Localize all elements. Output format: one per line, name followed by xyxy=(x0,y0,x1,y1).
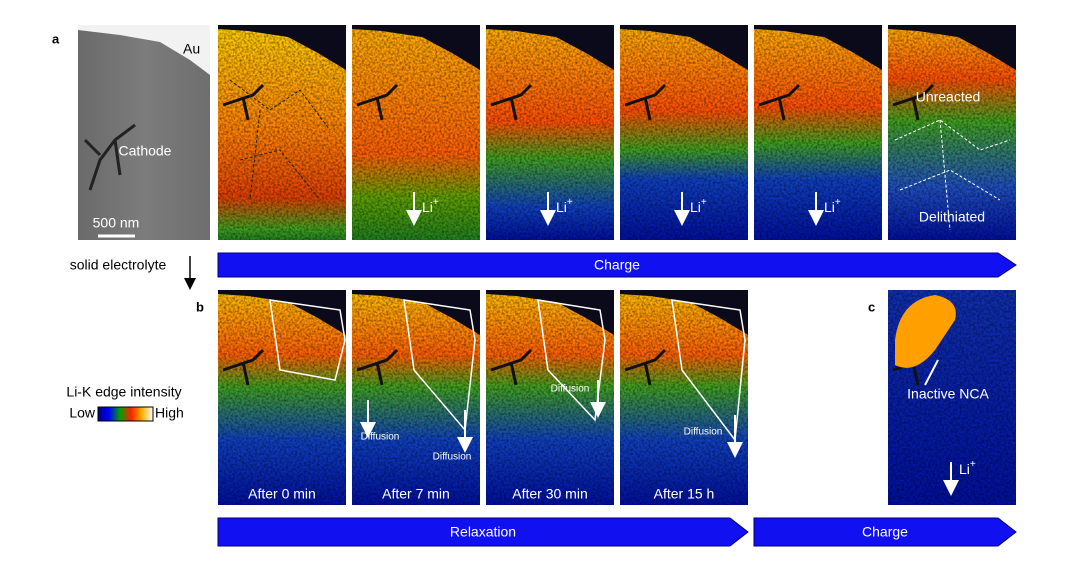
electrolyte-label: solid electrolyte xyxy=(70,257,167,273)
map-noise xyxy=(620,290,748,505)
li-label: Li+ xyxy=(690,197,707,215)
map-noise xyxy=(352,25,480,240)
cathode-label: Cathode xyxy=(119,143,172,159)
au-label: Au xyxy=(183,41,200,57)
crack xyxy=(356,348,399,386)
vacuum-region xyxy=(486,290,614,335)
crack xyxy=(758,83,801,121)
domain-outline xyxy=(537,299,606,422)
map-noise xyxy=(352,290,480,505)
map-noise xyxy=(620,25,748,240)
scale-label: 500 nm xyxy=(93,215,140,231)
vacuum-region xyxy=(620,25,748,70)
li-label: Li+ xyxy=(422,197,439,215)
sem-image xyxy=(78,25,210,240)
vacuum-region xyxy=(218,290,346,335)
crack xyxy=(624,348,667,386)
colorbar-title: Li-K edge intensity xyxy=(66,384,181,400)
vacuum-region xyxy=(888,25,1016,70)
charge-label: Charge xyxy=(862,524,908,540)
map-noise xyxy=(888,25,1016,240)
charge-arrow xyxy=(753,517,1017,547)
li-label: Li+ xyxy=(556,197,573,215)
panel-label: b xyxy=(196,299,204,314)
li-sup: + xyxy=(835,197,841,208)
map-noise xyxy=(486,25,614,240)
colorbar-high: High xyxy=(155,405,184,421)
relaxation-arrow xyxy=(217,517,749,547)
inactive-blob xyxy=(895,295,956,368)
domain-outline xyxy=(671,299,746,442)
diffusion-label: Diffusion xyxy=(551,384,590,395)
colorbar-low: Low xyxy=(69,405,96,421)
li-sup: + xyxy=(970,459,976,470)
map-noise xyxy=(486,290,614,505)
crack xyxy=(83,123,136,191)
unreacted-label: Unreacted xyxy=(916,89,981,105)
vacuum-region xyxy=(754,25,882,70)
diffusion-label: Diffusion xyxy=(433,452,472,463)
crack xyxy=(490,83,533,121)
colorbar xyxy=(97,406,154,422)
domain-outline xyxy=(403,299,476,432)
diffusion-label: Diffusion xyxy=(361,432,400,443)
maps: Li+ Li+ Li+ Li+Li+UnreactedDelithiatedInact… xyxy=(218,25,1016,505)
inactive-label: Inactive NCA xyxy=(907,386,989,402)
pointer xyxy=(924,359,939,386)
charge-arrow xyxy=(217,252,1017,278)
crack xyxy=(892,83,935,121)
time-label: After 7 min xyxy=(382,486,450,502)
map-noise xyxy=(218,25,346,240)
time-label: After 15 h xyxy=(654,486,715,502)
li-base: Li xyxy=(959,461,970,477)
crack xyxy=(490,348,533,386)
panel-label: a xyxy=(52,31,60,46)
panel-label: c xyxy=(868,299,875,314)
li-sup: + xyxy=(567,197,573,208)
li-base: Li xyxy=(422,199,433,215)
relaxation-label: Relaxation xyxy=(450,524,516,540)
crack xyxy=(624,83,667,121)
diffusion-label: Diffusion xyxy=(684,427,723,438)
map-noise xyxy=(218,290,346,505)
delithiated-label: Delithiated xyxy=(919,209,985,225)
crack xyxy=(222,83,265,121)
time-label: After 30 min xyxy=(512,486,587,502)
grain-boundary xyxy=(229,79,331,201)
vacuum-region xyxy=(218,25,346,70)
grain-boundary xyxy=(894,119,1011,231)
domain-outline xyxy=(269,299,346,381)
gold-layer xyxy=(78,25,210,75)
crack xyxy=(222,348,265,386)
li-sup: + xyxy=(701,197,707,208)
li-base: Li xyxy=(824,199,835,215)
vacuum-region xyxy=(486,25,614,70)
vacuum-region xyxy=(352,25,480,70)
li-base: Li xyxy=(556,199,567,215)
li-base: Li xyxy=(690,199,701,215)
vacuum-region xyxy=(620,290,748,335)
li-label: Li+ xyxy=(824,197,841,215)
vacuum-region xyxy=(352,290,480,335)
li-label: Li+ xyxy=(959,459,976,477)
crack xyxy=(356,83,399,121)
time-label: After 0 min xyxy=(248,486,316,502)
charge-label: Charge xyxy=(594,257,640,273)
li-sup: + xyxy=(433,197,439,208)
map-noise xyxy=(754,25,882,240)
